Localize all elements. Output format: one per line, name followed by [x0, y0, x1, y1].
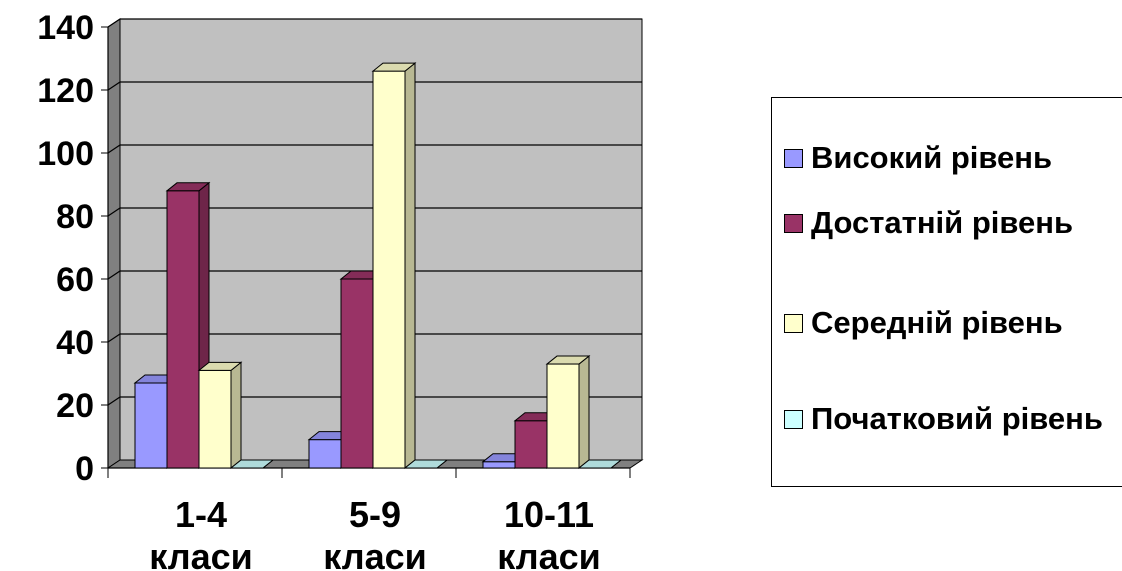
- y-tick-label: 0: [75, 450, 94, 488]
- bar-side: [578, 355, 590, 470]
- bar-front: [514, 420, 548, 469]
- bar-top: [229, 459, 275, 469]
- bar-front: [166, 190, 200, 469]
- bar: [545, 355, 591, 470]
- legend-item: Високий рівень: [784, 140, 1121, 176]
- y-tick-label: 140: [37, 9, 94, 47]
- y-tick-label: 20: [56, 387, 94, 425]
- y-tick-label: 120: [37, 72, 94, 110]
- y-tick-label: 60: [56, 261, 94, 299]
- bars: [133, 62, 623, 470]
- legend-item: Середній рівень: [784, 305, 1121, 341]
- legend-swatch: [784, 314, 803, 333]
- bar: [577, 459, 623, 469]
- bar-top: [403, 459, 449, 469]
- legend: Високий рівень Достатній рівень Середній р…: [771, 97, 1122, 487]
- bar-top: [165, 182, 211, 192]
- gridline: [107, 144, 642, 154]
- legend-swatch: [784, 410, 803, 429]
- x-category-label: класи: [323, 536, 427, 571]
- bar-side: [404, 62, 416, 470]
- bar-top: [545, 355, 591, 365]
- x-category-label: класи: [497, 536, 601, 571]
- bar: [197, 361, 243, 470]
- y-tick-label: 100: [37, 135, 94, 173]
- legend-label: Середній рівень: [811, 305, 1063, 340]
- legend-swatch: [784, 149, 803, 168]
- bar: [403, 459, 449, 469]
- y-tick-label: 80: [56, 198, 94, 236]
- bar-front: [482, 461, 516, 469]
- bar-top: [197, 361, 243, 371]
- gridline: [107, 81, 642, 91]
- gridlines: [107, 18, 642, 406]
- bar-front: [198, 369, 232, 469]
- bar: [229, 459, 275, 469]
- y-axis-tick-labels: 0 20 40 60 80 100 120 140: [37, 9, 94, 488]
- gridline: [107, 270, 642, 280]
- gridline: [107, 207, 642, 217]
- bar-front: [340, 278, 374, 469]
- bar-side: [230, 361, 242, 470]
- bar-front: [134, 382, 168, 469]
- x-category-label: 1-4: [175, 494, 227, 535]
- legend-label: Високий рівень: [811, 140, 1053, 175]
- x-category-label: 5-9: [349, 494, 401, 535]
- bar-front: [546, 363, 580, 469]
- bar-top: [577, 459, 623, 469]
- bar: [371, 62, 417, 470]
- gridline: [107, 333, 642, 343]
- bar-front: [372, 70, 406, 469]
- legend-label: Початковий рівень: [811, 401, 1103, 436]
- x-category-label: класи: [149, 536, 253, 571]
- gridline: [107, 396, 642, 406]
- bar-front: [308, 439, 342, 469]
- bar-top: [371, 62, 417, 72]
- legend-label: Достатній рівень: [811, 205, 1074, 240]
- legend-swatch: [784, 214, 803, 233]
- y-tick-label: 40: [56, 324, 94, 362]
- x-category-label: 10-11: [504, 494, 594, 535]
- legend-item: Достатній рівень: [784, 205, 1121, 241]
- gridline: [107, 18, 642, 28]
- legend-item: Початковий рівень: [784, 401, 1121, 437]
